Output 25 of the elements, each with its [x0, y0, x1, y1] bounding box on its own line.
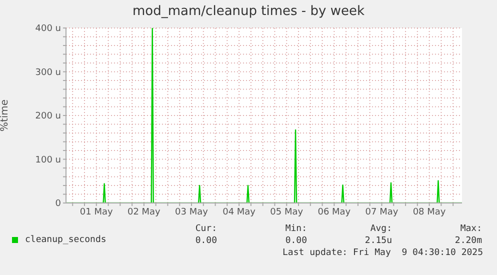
- text: Max:: [459, 224, 482, 234]
- x-tick-label: 04 May: [222, 207, 256, 218]
- y-tick-label: 200 u: [35, 112, 61, 122]
- x-tick-label: 05 May: [270, 207, 304, 218]
- x-tick-label: 07 May: [365, 207, 399, 218]
- text: 2.20m: [454, 236, 482, 246]
- y-tick-label: 100 u: [35, 155, 61, 166]
- text: 0.00: [194, 236, 217, 246]
- chart-title: mod_mam/cleanup times - by week: [132, 4, 366, 19]
- legend-label: cleanup_seconds: [25, 235, 106, 245]
- y-tick-label: 0: [55, 199, 62, 210]
- x-tick-label: 01 May: [80, 207, 114, 218]
- y-axis-title: %time: [0, 99, 11, 132]
- text: Min:: [284, 224, 307, 234]
- y-tick-label: 400 u: [35, 24, 61, 34]
- text: Last update: Fri May 9 04:30:10 2025: [282, 248, 483, 258]
- text: Avg:: [369, 224, 392, 234]
- x-tick-label: 08 May: [412, 207, 446, 218]
- x-tick-label: 02 May: [127, 207, 162, 218]
- text: 2.15u: [364, 236, 392, 246]
- x-tick-label: 03 May: [175, 207, 209, 218]
- text: 0.00: [284, 236, 307, 246]
- y-tick-label: 300 u: [35, 68, 61, 78]
- text: Cur:: [194, 224, 217, 234]
- x-tick-label: 06 May: [318, 207, 352, 218]
